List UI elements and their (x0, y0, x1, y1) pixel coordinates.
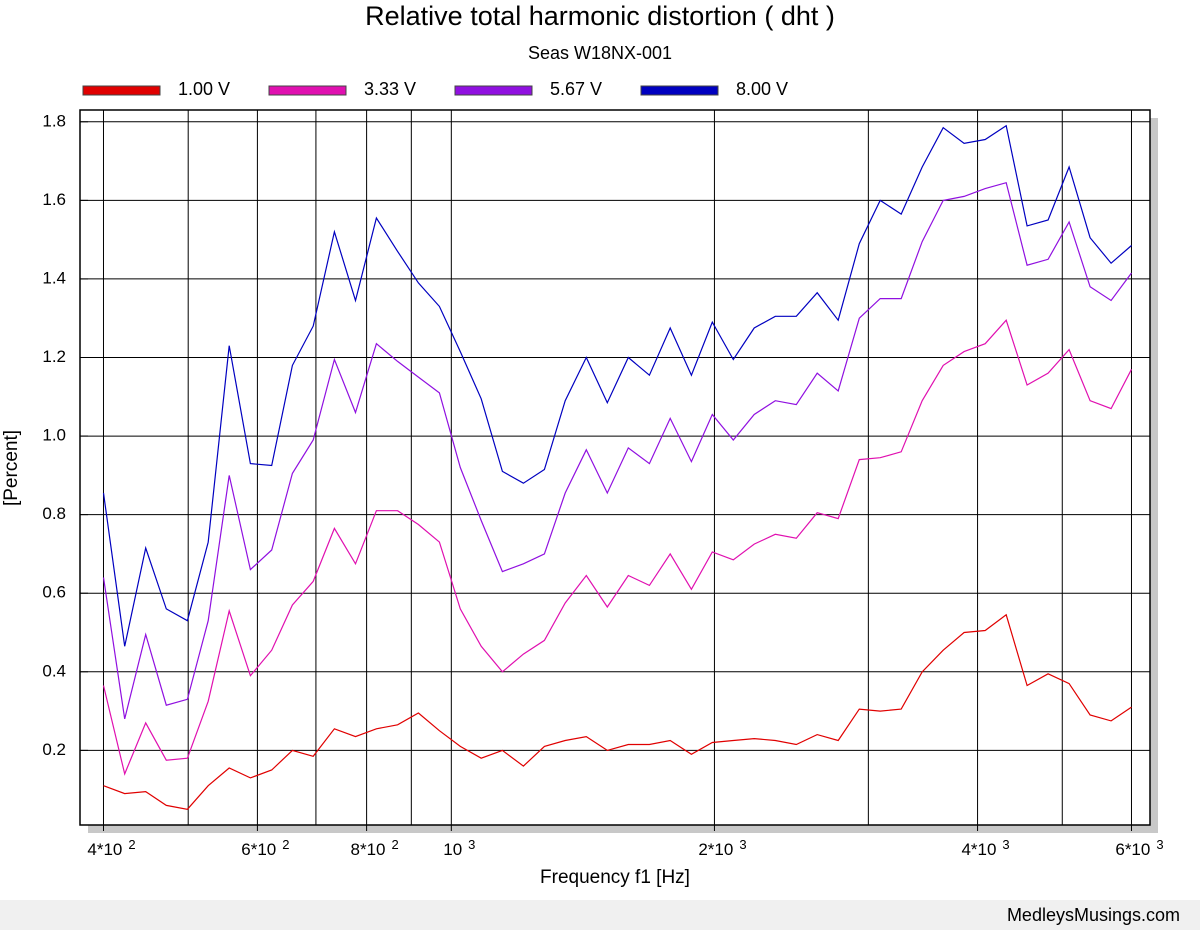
y-axis-label: [Percent] (1, 430, 22, 506)
y-tick-label: 1.2 (42, 347, 66, 366)
x-tick-label-base: 10 (443, 840, 462, 859)
x-axis-label: Frequency f1 [Hz] (540, 867, 690, 888)
x-tick-label-base: 6*10 (1115, 840, 1150, 859)
legend-swatch (640, 85, 719, 96)
x-tick-label: 8*10 2 (351, 837, 399, 859)
plot-background (80, 110, 1150, 825)
legend-label: 5.67 V (550, 79, 602, 99)
legend-swatch (268, 85, 347, 96)
x-tick-label-exponent: 2 (282, 837, 289, 852)
x-tick-label: 6*10 3 (1115, 837, 1163, 859)
series-line (102, 124, 1132, 647)
x-tick-label-exponent: 3 (1002, 837, 1009, 852)
legend-label: 3.33 V (364, 79, 416, 99)
y-tick-label: 0.8 (42, 504, 66, 523)
x-tick-label-base: 6*10 (241, 840, 276, 859)
x-tick-label-exponent: 3 (739, 837, 746, 852)
y-tick-label: 1.6 (42, 190, 66, 209)
y-tick-label: 1.4 (42, 268, 66, 287)
legend-label: 8.00 V (736, 79, 788, 99)
x-tick-label-base: 2*10 (698, 840, 733, 859)
x-tick-label: 4*10 2 (87, 837, 135, 859)
y-tick-label: 0.4 (42, 661, 66, 680)
y-tick-label: 0.2 (42, 740, 66, 759)
footer-band (0, 900, 1200, 930)
footer: MedleysMusings.com (1007, 905, 1180, 925)
x-tick-label: 4*10 3 (961, 837, 1009, 859)
series-line (102, 181, 1132, 720)
x-tick-label: 6*10 2 (241, 837, 289, 859)
x-tick-label-exponent: 2 (391, 837, 398, 852)
legend-label: 1.00 V (178, 79, 230, 99)
y-tick-label: 0.6 (42, 583, 66, 602)
x-tick-label-base: 8*10 (351, 840, 386, 859)
chart-title: Relative total harmonic distortion ( dht… (365, 1, 835, 31)
x-tick-label: 2*10 3 (698, 837, 746, 859)
y-tick-label: 1.0 (42, 426, 66, 445)
x-tick-label-exponent: 3 (468, 837, 475, 852)
x-tick-label-exponent: 3 (1156, 837, 1163, 852)
x-tick-label-base: 4*10 (87, 840, 122, 859)
x-tick-label-exponent: 2 (128, 837, 135, 852)
y-tick-label: 1.8 (42, 111, 66, 130)
plot-frame (79, 109, 1151, 826)
chart-subtitle: Seas W18NX-001 (528, 43, 672, 63)
series-line (103, 613, 1132, 810)
legend-swatch (454, 85, 533, 96)
legend-swatch (82, 85, 161, 96)
x-tick-label: 10 3 (443, 837, 475, 859)
x-tick-label-base: 4*10 (961, 840, 996, 859)
series-line (102, 319, 1133, 776)
